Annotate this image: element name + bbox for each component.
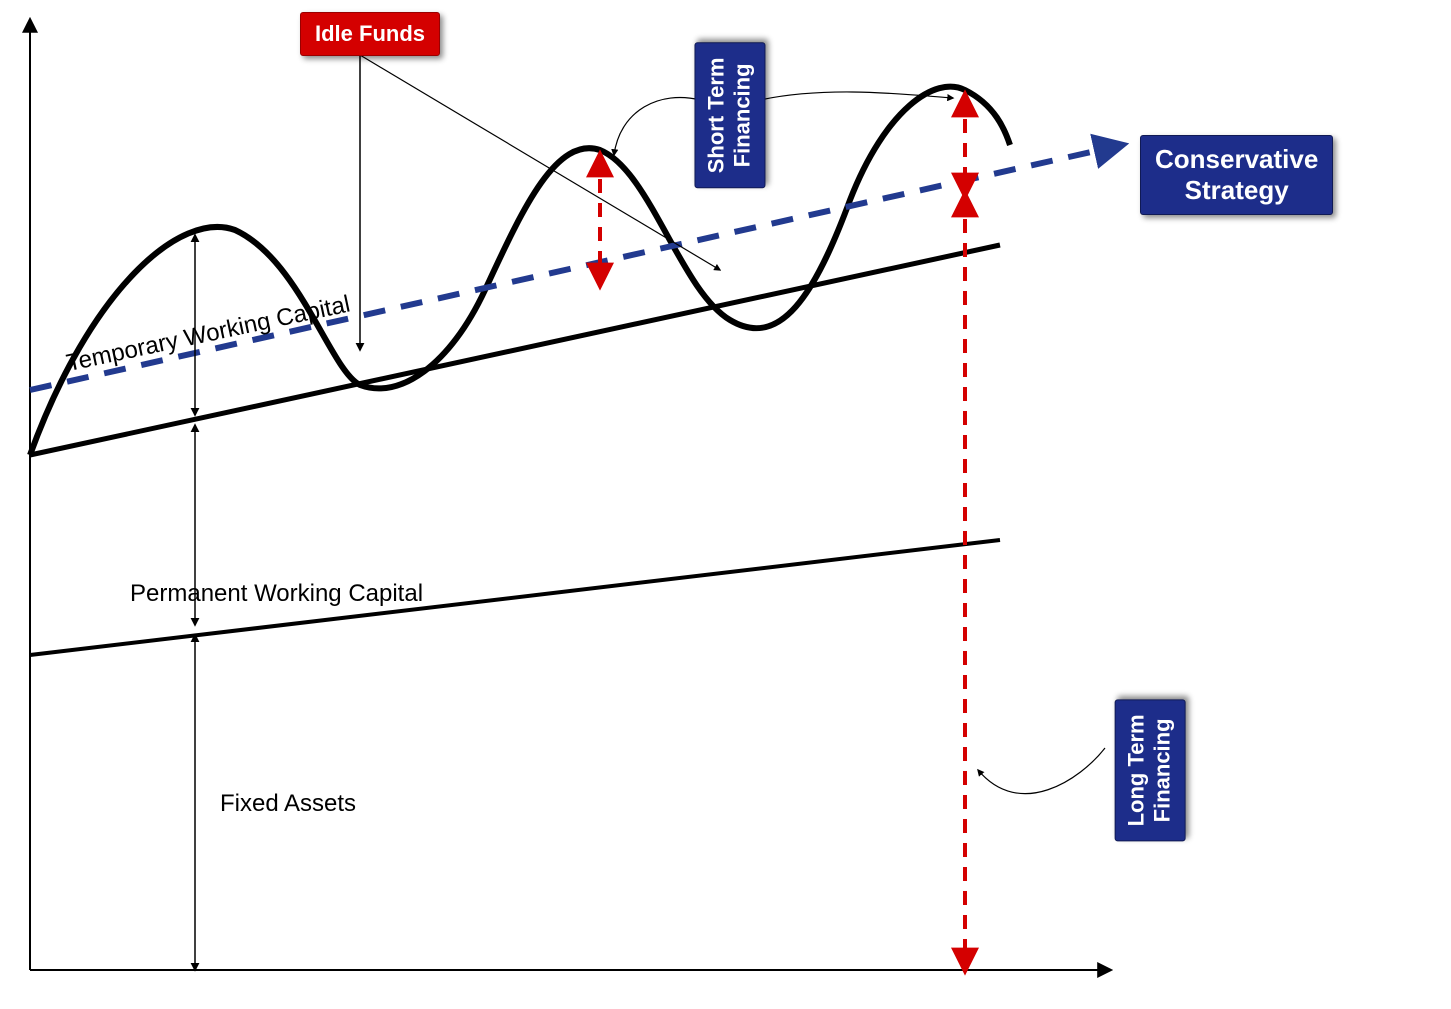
stf-label-1: Short Term xyxy=(703,57,728,173)
cons-label-2: Strategy xyxy=(1185,175,1289,205)
idle-funds-label: Idle Funds xyxy=(315,21,425,46)
fixed-assets-label: Fixed Assets xyxy=(220,790,356,818)
cons-label-1: Conservative xyxy=(1155,144,1318,174)
idle-pointer-diagonal xyxy=(360,55,720,270)
pwc-label: Permanent Working Capital xyxy=(130,580,423,608)
short-term-financing-box: Short Term Financing xyxy=(694,42,765,188)
ltf-label-2: Financing xyxy=(1150,718,1175,822)
diagram-stage: Idle Funds Short Term Financing Conserva… xyxy=(0,0,1451,1009)
long-term-financing-box: Long Term Financing xyxy=(1115,699,1186,841)
idle-funds-box: Idle Funds xyxy=(300,12,440,56)
stf-label-2: Financing xyxy=(730,63,755,167)
temporary-wave xyxy=(30,87,1010,455)
conservative-strategy-box: Conservative Strategy xyxy=(1140,135,1333,215)
ltf-label-1: Long Term xyxy=(1124,714,1149,826)
ltf-connector xyxy=(978,748,1105,794)
stf-connector-left xyxy=(614,97,700,155)
conservative-line xyxy=(30,150,1100,390)
